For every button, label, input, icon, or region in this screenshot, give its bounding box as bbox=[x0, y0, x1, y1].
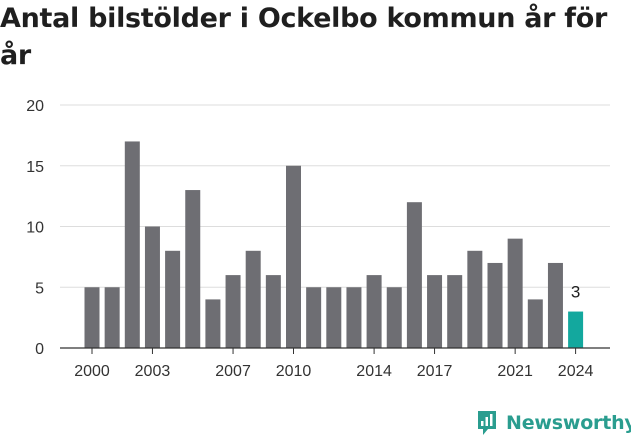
y-tick-label: 0 bbox=[35, 341, 44, 358]
bar bbox=[386, 287, 402, 348]
bar bbox=[265, 275, 281, 348]
x-tick-label: 2007 bbox=[215, 363, 251, 380]
x-tick-label: 2024 bbox=[558, 363, 594, 380]
bar-highlighted bbox=[568, 311, 584, 348]
bar bbox=[185, 190, 201, 348]
x-tick-label: 2014 bbox=[356, 363, 392, 380]
bar bbox=[84, 287, 100, 348]
bar bbox=[306, 287, 322, 348]
y-tick-label: 10 bbox=[26, 220, 44, 237]
data-label: 3 bbox=[571, 283, 580, 302]
bar bbox=[245, 250, 261, 348]
bar bbox=[467, 250, 483, 348]
x-tick-label: 2010 bbox=[276, 363, 312, 380]
x-tick-label: 2017 bbox=[417, 363, 453, 380]
bar bbox=[527, 299, 543, 348]
x-tick-label: 2003 bbox=[135, 363, 171, 380]
bar bbox=[427, 275, 443, 348]
newsworthy-logo[interactable]: Newsworthy bbox=[476, 408, 631, 438]
x-tick-label: 2000 bbox=[74, 363, 110, 380]
bar bbox=[286, 165, 301, 348]
bar bbox=[205, 299, 221, 348]
chart-logo-icon bbox=[478, 411, 496, 435]
bar bbox=[406, 202, 422, 348]
x-tick-label: 2021 bbox=[497, 363, 533, 380]
chart-title: Antal bilstölder i Ockelbo kommun år för… bbox=[0, 3, 607, 71]
bar bbox=[507, 238, 523, 348]
bar bbox=[326, 287, 342, 348]
brand-name: Newsworthy bbox=[506, 412, 631, 434]
bar bbox=[144, 226, 160, 348]
y-tick-label: 15 bbox=[26, 159, 44, 176]
y-tick-label: 5 bbox=[35, 280, 44, 297]
bar bbox=[487, 262, 503, 348]
bar bbox=[165, 250, 181, 348]
bar bbox=[366, 275, 382, 348]
bar bbox=[346, 287, 362, 348]
bar-chart: 0 5 10 15 20 2000 2003 2007 2010 2014 2017 2021 2024… bbox=[26, 98, 610, 380]
bar bbox=[447, 275, 463, 348]
bar bbox=[124, 141, 140, 348]
bar bbox=[225, 275, 241, 348]
bar bbox=[104, 287, 120, 348]
bar bbox=[547, 262, 563, 348]
y-tick-label: 20 bbox=[26, 98, 44, 115]
